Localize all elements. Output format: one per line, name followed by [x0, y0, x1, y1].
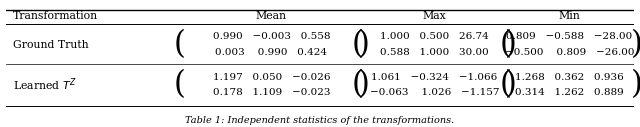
- Text: 1.061   −0.324   −1.066: 1.061 −0.324 −1.066: [371, 73, 497, 82]
- Text: −0.500    0.809   −26.00: −0.500 0.809 −26.00: [504, 48, 634, 57]
- Text: −0.063    1.026   −1.157: −0.063 1.026 −1.157: [370, 88, 499, 97]
- Text: ): ): [630, 69, 640, 100]
- Text: Min: Min: [559, 11, 580, 21]
- Text: ): ): [505, 69, 517, 100]
- Text: 0.178   1.109   −0.023: 0.178 1.109 −0.023: [212, 88, 330, 97]
- Text: ): ): [630, 29, 640, 60]
- Text: 1.000   0.500   26.74: 1.000 0.500 26.74: [380, 32, 489, 41]
- Text: Max: Max: [422, 11, 446, 21]
- Text: Mean: Mean: [256, 11, 287, 21]
- Text: 0.588   1.000   30.00: 0.588 1.000 30.00: [380, 48, 489, 57]
- Text: (: (: [352, 29, 364, 60]
- Text: 0.314   1.262   0.889: 0.314 1.262 0.889: [515, 88, 624, 97]
- Text: Ground Truth: Ground Truth: [13, 40, 88, 50]
- Text: ): ): [358, 29, 369, 60]
- Text: Transformation: Transformation: [13, 11, 98, 21]
- Text: 1.197   0.050   −0.026: 1.197 0.050 −0.026: [212, 73, 330, 82]
- Text: (: (: [173, 29, 185, 60]
- Text: ): ): [505, 29, 517, 60]
- Text: (: (: [173, 69, 185, 100]
- Text: Table 1: Independent statistics of the transformations.: Table 1: Independent statistics of the t…: [186, 116, 454, 125]
- Text: 0.990   −0.003   0.558: 0.990 −0.003 0.558: [212, 32, 330, 41]
- Text: Learned $T^Z$: Learned $T^Z$: [13, 77, 77, 93]
- Text: 1.268   0.362   0.936: 1.268 0.362 0.936: [515, 73, 624, 82]
- Text: ): ): [358, 69, 369, 100]
- Text: 0.003    0.990   0.424: 0.003 0.990 0.424: [216, 48, 328, 57]
- Text: (: (: [499, 69, 511, 100]
- Text: 0.809   −0.588   −28.00: 0.809 −0.588 −28.00: [506, 32, 632, 41]
- Text: (: (: [499, 29, 511, 60]
- Text: (: (: [352, 69, 364, 100]
